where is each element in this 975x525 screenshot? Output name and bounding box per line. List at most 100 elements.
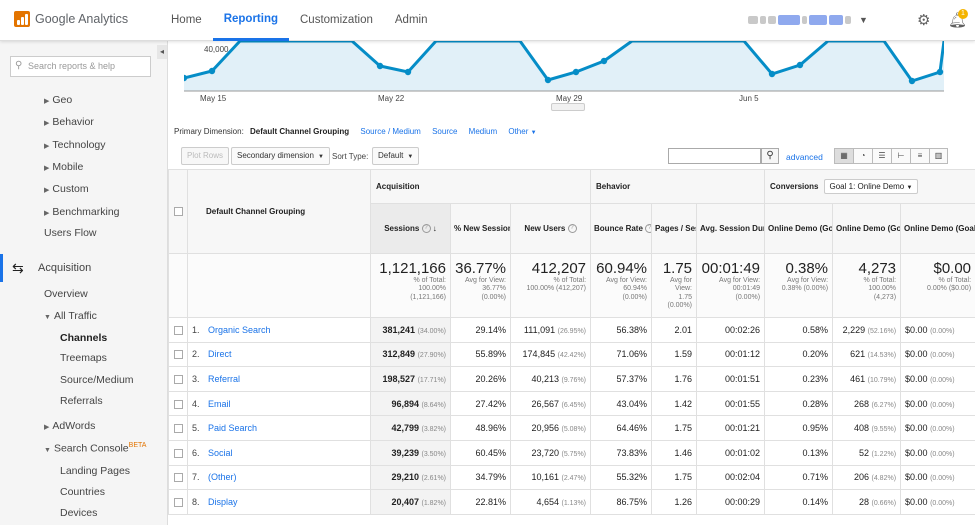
comparison-view-icon[interactable]: ⊢ xyxy=(891,148,910,164)
bounce-rate-cell: 73.83% xyxy=(590,439,653,466)
sidebar-item-channels[interactable]: Channels xyxy=(60,332,108,344)
chart-point[interactable] xyxy=(544,76,552,84)
sidebar-item-users-flow[interactable]: Users Flow xyxy=(44,227,97,239)
plot-rows-button[interactable]: Plot Rows xyxy=(181,147,230,165)
sessions-line-chart[interactable]: 40,000 May 15 May 22 May 29 Jun 5 xyxy=(180,41,946,103)
channel-link[interactable]: Paid Search xyxy=(208,423,258,434)
chart-point[interactable] xyxy=(936,68,944,76)
channel-link[interactable]: Organic Search xyxy=(208,324,271,335)
secondary-dimension-dropdown[interactable]: Secondary dimension ▼ xyxy=(231,147,330,165)
row-checkbox[interactable] xyxy=(173,350,183,360)
chart-point[interactable] xyxy=(572,68,580,76)
chart-point[interactable] xyxy=(796,61,804,69)
goal-value-cell: $0.00 (0.00%) xyxy=(900,439,975,466)
select-all-checkbox[interactable] xyxy=(173,207,183,217)
tab-customization[interactable]: Customization xyxy=(300,14,373,26)
column-goal-value[interactable]: Online Demo (Goal 1 Value) ? xyxy=(900,203,975,254)
active-section-indicator xyxy=(0,254,3,282)
channel-link[interactable]: Direct xyxy=(208,349,232,360)
total-subtext: % of Total: xyxy=(938,277,972,284)
table-row[interactable]: 2. Direct 312,849 (27.90%) 55.89% 174,845 (4… xyxy=(168,341,975,368)
row-checkbox[interactable] xyxy=(173,375,183,385)
channel-link[interactable]: Referral xyxy=(208,373,241,384)
table-row[interactable]: 5. Paid Search 42,799 (3.82%) 48.96% 20,956 … xyxy=(168,415,975,441)
chart-point[interactable] xyxy=(376,62,384,70)
sidebar-item-treemaps[interactable]: Treemaps xyxy=(60,352,107,364)
dimension-link-other[interactable]: Other ▼ xyxy=(508,127,537,136)
chart-point[interactable] xyxy=(768,70,776,78)
goal-dropdown[interactable]: Goal 1: Online Demo ▼ xyxy=(823,179,919,194)
sidebar-item-devices[interactable]: Devices xyxy=(60,507,98,519)
performance-view-icon[interactable]: ☰ xyxy=(872,148,891,164)
column-conversion-rate[interactable]: Online Demo (Goal 1 Conversion Rate) ? xyxy=(764,203,834,254)
column-new-sessions[interactable]: % New Sessions ? xyxy=(450,203,511,254)
row-checkbox[interactable] xyxy=(173,448,183,458)
table-row[interactable]: 7. (Other) 29,210 (2.61%) 34.79% 10,161 (2.4… xyxy=(168,464,975,491)
sidebar-item-custom[interactable]: ▶ Custom xyxy=(44,183,89,195)
column-avg-duration[interactable]: Avg. Session Duration ? xyxy=(696,203,766,254)
sidebar-item-referrals[interactable]: Referrals xyxy=(60,395,103,407)
sidebar-item-acquisition[interactable]: Acquisition xyxy=(38,262,92,274)
sidebar-item-mobile[interactable]: ▶ Mobile xyxy=(44,161,84,173)
row-checkbox[interactable] xyxy=(173,498,183,508)
table-row[interactable]: 4. Email 96,894 (8.64%) 27.42% 26,567 (6.45%… xyxy=(168,390,975,417)
column-bounce-rate[interactable]: Bounce Rate ? xyxy=(590,203,653,254)
row-checkbox[interactable] xyxy=(173,424,183,434)
chart-point[interactable] xyxy=(908,77,916,85)
gear-icon[interactable]: ⚙ xyxy=(917,12,931,29)
column-pages-session[interactable]: Pages / Session ? xyxy=(651,203,698,254)
sidebar-item-source-medium[interactable]: Source/Medium xyxy=(60,374,134,386)
sidebar-item-behavior[interactable]: ▶ Behavior xyxy=(44,116,94,128)
chart-point[interactable] xyxy=(404,68,412,76)
pivot-view-icon[interactable]: ▥ xyxy=(929,148,948,164)
sidebar-item-overview[interactable]: Overview xyxy=(44,288,88,300)
dimension-link-source-medium[interactable]: Source / Medium xyxy=(360,127,421,136)
chart-point[interactable] xyxy=(600,57,608,65)
tab-admin[interactable]: Admin xyxy=(394,14,428,26)
sidebar-item-landing-pages[interactable]: Landing Pages xyxy=(60,465,131,477)
table-row[interactable]: 6. Social 39,239 (3.50%) 60.45% 23,720 (5.75… xyxy=(168,439,975,466)
channel-link[interactable]: Social xyxy=(208,447,233,458)
percentage-view-icon[interactable]: ◔ xyxy=(853,148,872,164)
table-row[interactable]: 3. Referral 198,527 (17.71%) 20.26% 40,213 (… xyxy=(168,366,975,392)
dimension-link-medium[interactable]: Medium xyxy=(468,127,498,136)
column-sessions[interactable]: Sessions ? ↓ xyxy=(370,203,451,254)
table-filter-input[interactable] xyxy=(668,148,761,164)
column-new-users[interactable]: New Users ? xyxy=(509,203,592,254)
channel-link[interactable]: Email xyxy=(208,398,231,409)
channel-link[interactable]: Display xyxy=(208,496,238,507)
collapse-sidebar-button[interactable]: ◂ xyxy=(157,45,167,59)
column-completions[interactable]: Online Demo (Goal 1 Completions) ? xyxy=(832,203,902,254)
advanced-filter-link[interactable]: advanced xyxy=(786,152,823,162)
sidebar-item-geo[interactable]: ▶ Geo xyxy=(44,94,73,106)
sidebar-item-all-traffic[interactable]: ▼ All Traffic xyxy=(44,310,97,322)
sidebar-item-technology[interactable]: ▶ Technology xyxy=(44,139,106,151)
tab-home[interactable]: Home xyxy=(171,14,202,26)
search-reports-input[interactable]: ⚲ Search reports & help xyxy=(10,56,151,77)
chart-point[interactable] xyxy=(208,67,216,75)
sort-type-dropdown[interactable]: Default ▼ xyxy=(372,147,420,165)
sidebar-item-adwords[interactable]: ▶ AdWords xyxy=(44,420,96,432)
term-cloud-view-icon[interactable]: ≡ xyxy=(910,148,929,164)
sessions-cell: 381,241 (34.00%) xyxy=(370,317,451,343)
completions-cell: 461 (10.79%) xyxy=(832,366,902,392)
table-search-button[interactable]: ⚲ xyxy=(761,148,779,164)
google-analytics-logo[interactable]: Google Analytics xyxy=(14,11,128,27)
table-row[interactable]: 8. Display 20,407 (1.82%) 22.81% 4,654 (1.13… xyxy=(168,489,975,515)
data-table-view-icon[interactable]: ▦ xyxy=(834,148,853,164)
dimension-link-source[interactable]: Source xyxy=(432,127,458,136)
tab-reporting[interactable]: Reporting xyxy=(212,0,289,41)
row-checkbox[interactable] xyxy=(173,399,183,409)
sidebar-item-search-console[interactable]: ▼ Search ConsoleBETA xyxy=(44,442,147,455)
duration-cell: 00:01:51 xyxy=(696,366,766,392)
sidebar-item-benchmarking[interactable]: ▶ Benchmarking xyxy=(44,206,120,218)
sidebar-item-countries[interactable]: Countries xyxy=(60,486,105,498)
total-value: 1.75 xyxy=(662,260,693,277)
table-row[interactable]: 1. Organic Search 381,241 (34.00%) 29.14% 11… xyxy=(168,317,975,343)
channel-link[interactable]: (Other) xyxy=(208,472,237,483)
row-checkbox[interactable] xyxy=(173,325,183,335)
dimension-column-header[interactable]: Default Channel Grouping xyxy=(187,169,371,254)
row-checkbox[interactable] xyxy=(173,473,183,483)
account-selector[interactable]: ▼ xyxy=(748,12,888,28)
chart-scroll-handle[interactable] xyxy=(551,103,585,111)
